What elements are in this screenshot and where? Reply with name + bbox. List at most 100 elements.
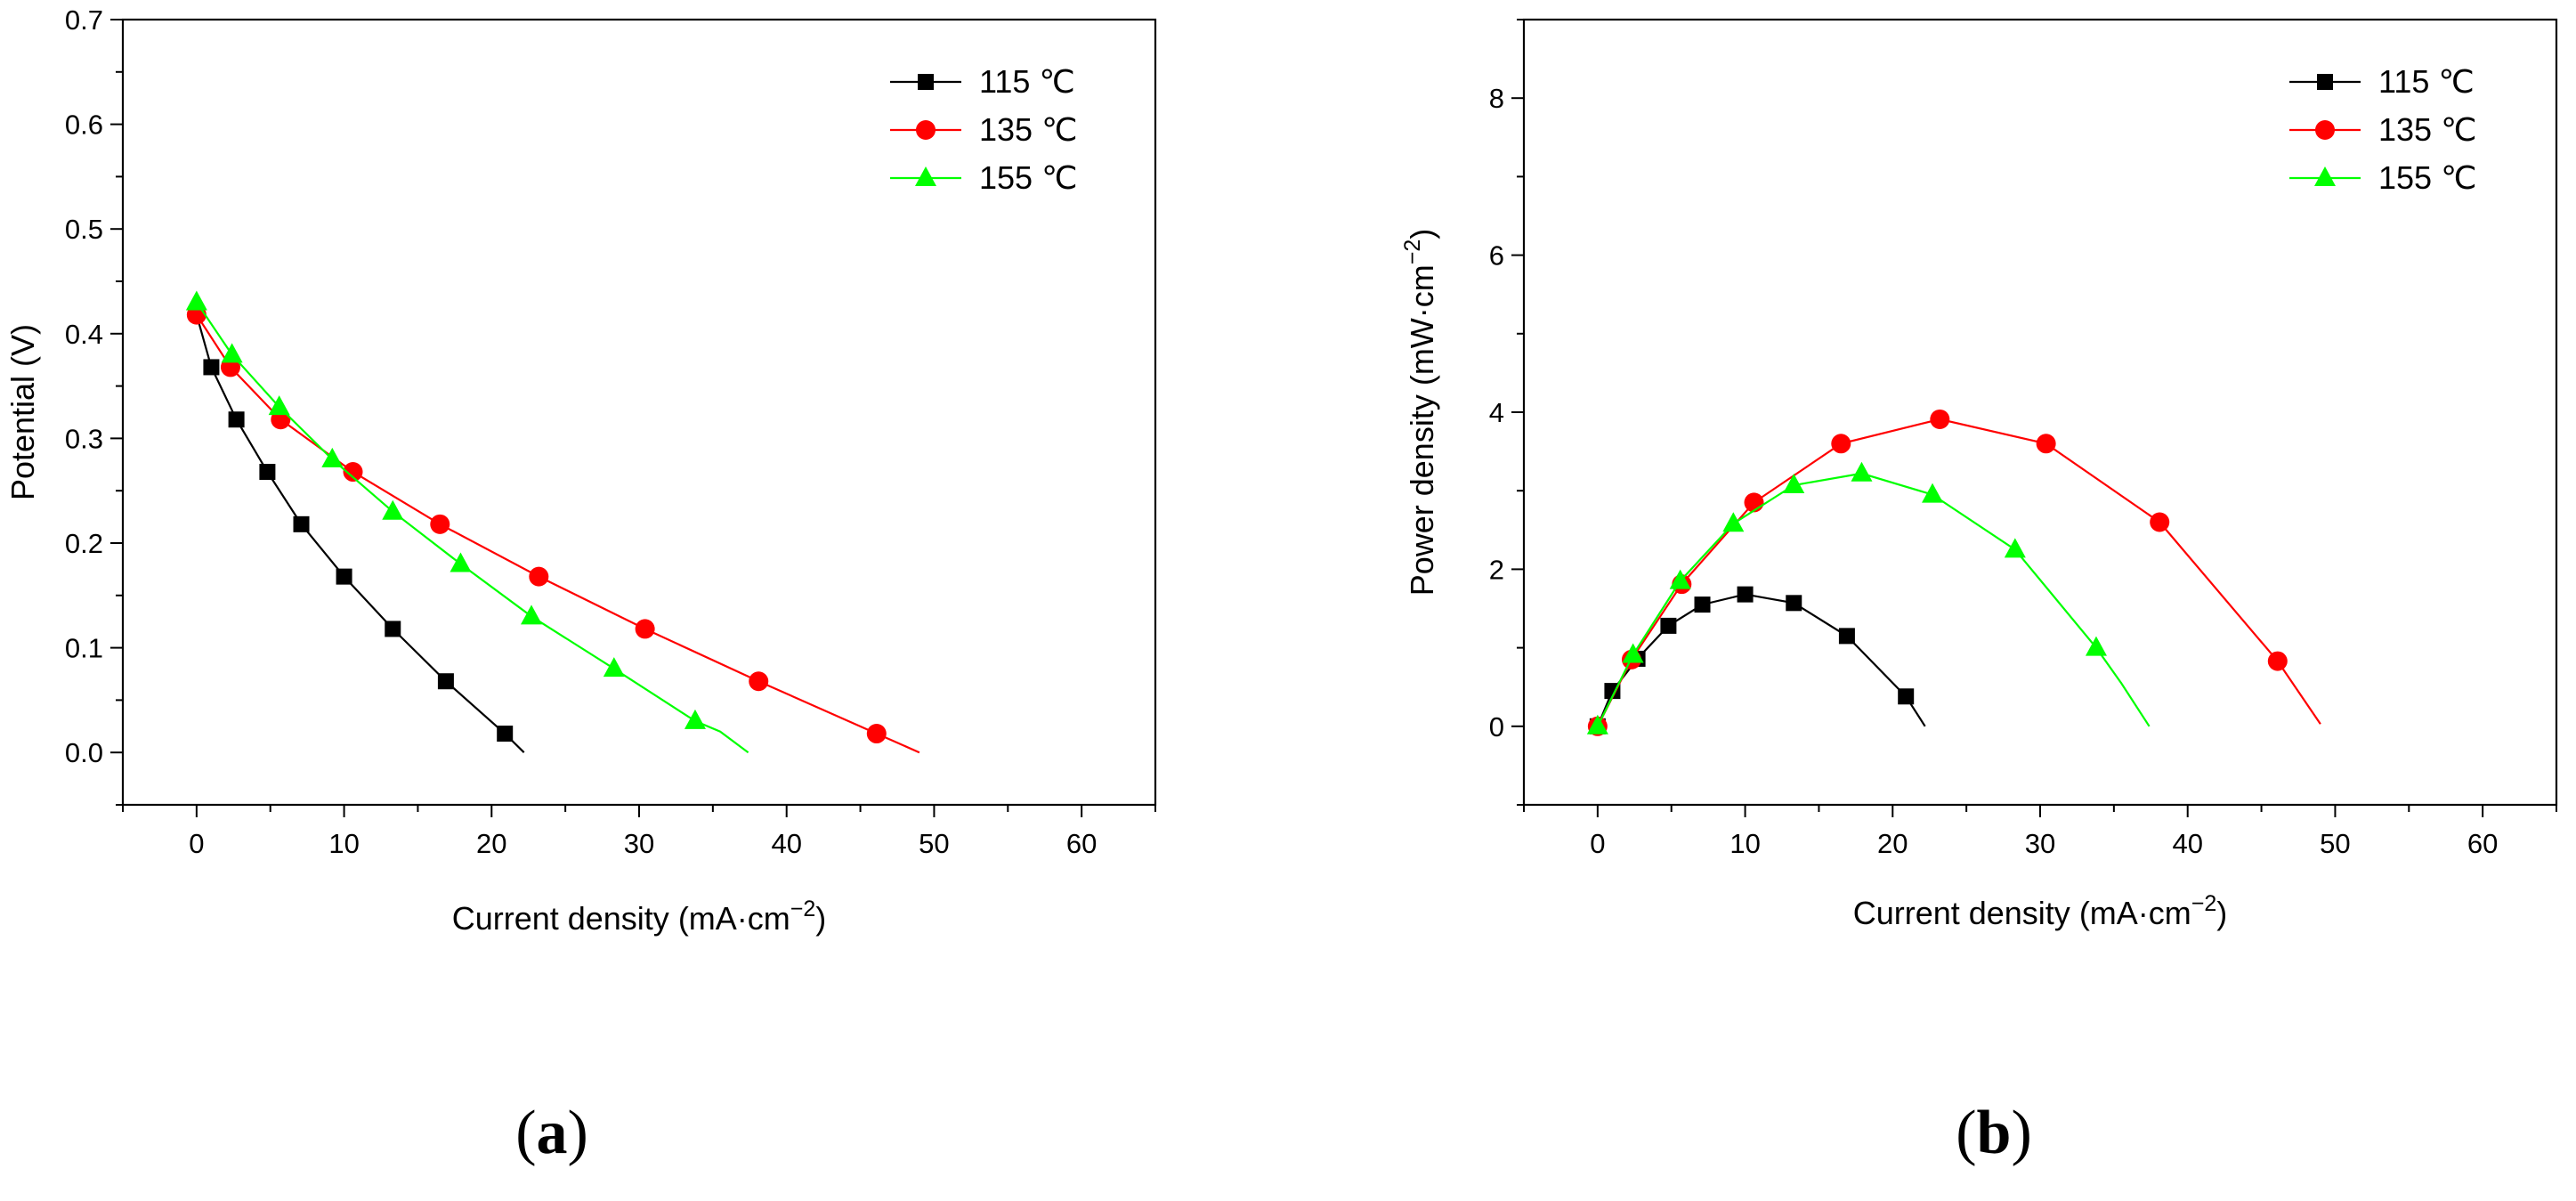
- legend-label: 115 ℃: [2378, 63, 2475, 100]
- y-tick-label: 0.0: [65, 737, 103, 768]
- y-axis-label-main: Potential (V): [4, 324, 41, 500]
- x-tick-label: 20: [476, 828, 506, 859]
- data-point: [2004, 538, 2026, 558]
- data-point: [1898, 688, 1915, 705]
- data-point: [1851, 461, 1873, 482]
- legend-label: 155 ℃: [979, 159, 1078, 196]
- data-point: [343, 462, 363, 483]
- y-axis-label: Power density (mW·cm−2): [1400, 229, 1440, 596]
- panel-label: (b): [1956, 1099, 2032, 1167]
- x-axis-label-sup: −2: [2191, 891, 2217, 916]
- y-tick-label: 0.4: [65, 319, 103, 350]
- y-tick-label: 0: [1489, 711, 1504, 743]
- panel-label-paren: ): [568, 1099, 588, 1167]
- x-axis-label-end: ): [815, 900, 826, 937]
- data-point: [1737, 586, 1754, 603]
- data-point: [228, 411, 245, 428]
- series-line: [1596, 593, 1926, 727]
- data-point: [866, 724, 887, 744]
- data-point: [635, 619, 655, 639]
- x-tick-label: 60: [1066, 828, 1097, 859]
- legend: 115 ℃ 135 ℃ 155 ℃: [2289, 63, 2477, 196]
- legend-marker: [915, 166, 936, 186]
- x-tick-label: 50: [919, 828, 949, 859]
- series-1: [186, 304, 920, 754]
- legend-label: 135 ℃: [979, 111, 1078, 148]
- y-tick-label: 0.1: [65, 633, 103, 664]
- data-point: [1786, 595, 1802, 612]
- y-tick-label: 2: [1489, 554, 1504, 585]
- x-tick-label: 60: [2467, 828, 2498, 859]
- data-point: [529, 566, 549, 587]
- data-point: [1586, 714, 1608, 734]
- y-tick-label: 0.7: [65, 4, 103, 36]
- panel-label: (a): [515, 1099, 588, 1167]
- panel-label-paren: (: [515, 1099, 536, 1167]
- series-line: [195, 314, 525, 753]
- legend-marker: [2314, 166, 2336, 186]
- data-point: [268, 395, 290, 416]
- x-tick-label: 10: [1729, 828, 1760, 859]
- data-point: [1922, 483, 1944, 503]
- data-point: [1783, 474, 1805, 494]
- y-tick-label: 0.6: [65, 110, 103, 141]
- chart-panel-b: 0 10 20 30 40 50 60 0 2 4 6 8 Current density (mA·cm…: [1400, 18, 2558, 1167]
- data-point: [221, 343, 243, 363]
- y-tick-label: 4: [1489, 397, 1504, 428]
- data-point: [1622, 643, 1644, 663]
- y-axis-label-end: ): [1404, 229, 1440, 239]
- data-point: [203, 359, 220, 376]
- data-point: [336, 568, 352, 585]
- panel-label-letter: b: [1977, 1099, 2012, 1167]
- legend-label: 135 ℃: [2378, 111, 2477, 148]
- data-point: [2085, 636, 2107, 656]
- data-point: [2150, 512, 2170, 532]
- data-point: [430, 514, 450, 534]
- x-axis-label-main: Current density (mA·cm: [1853, 895, 2191, 931]
- data-point: [1930, 409, 1950, 429]
- data-point: [437, 673, 454, 690]
- legend-marker: [918, 74, 934, 90]
- data-point: [1669, 569, 1691, 589]
- panel-label-paren: ): [2011, 1099, 2031, 1167]
- data-point: [293, 515, 310, 532]
- legend-marker: [2315, 120, 2335, 140]
- legend: 115 ℃ 135 ℃ 155 ℃: [890, 63, 1078, 196]
- data-point: [1831, 434, 1851, 454]
- y-axis-label: Potential (V): [4, 324, 41, 500]
- legend-label: 155 ℃: [2378, 159, 2477, 196]
- y-axis-label-main: Power density (mW·cm: [1404, 264, 1440, 596]
- x-axis-label-main: Current density (mA·cm: [452, 900, 790, 937]
- data-point: [385, 621, 401, 637]
- data-point: [2267, 651, 2288, 671]
- data-point: [1722, 512, 1745, 532]
- x-tick-label: 20: [1877, 828, 1908, 859]
- legend-label: 115 ℃: [979, 63, 1075, 100]
- x-tick-label: 40: [771, 828, 801, 859]
- panel-label-paren: (: [1956, 1099, 1976, 1167]
- series-2: [1586, 461, 2151, 734]
- x-axis-label-end: ): [2216, 895, 2227, 931]
- x-tick-label: 10: [328, 828, 359, 859]
- panel-label-letter: a: [537, 1099, 568, 1167]
- data-point: [185, 290, 207, 311]
- x-axis-label-sup: −2: [790, 897, 816, 921]
- x-tick-label: 30: [2025, 828, 2055, 859]
- data-point: [1838, 628, 1855, 645]
- data-point: [749, 671, 769, 692]
- data-point: [521, 605, 543, 625]
- x-tick-label: 0: [1590, 828, 1605, 859]
- data-point: [684, 709, 706, 729]
- x-tick-label: 50: [2320, 828, 2350, 859]
- x-tick-label: 0: [189, 828, 204, 859]
- x-tick-label: 30: [624, 828, 654, 859]
- x-axis-label: Current density (mA·cm−2): [1853, 891, 2228, 931]
- data-point: [382, 499, 404, 520]
- series-line: [195, 314, 920, 754]
- series-line: [195, 301, 749, 754]
- data-point: [1660, 617, 1677, 634]
- data-point: [1694, 596, 1711, 613]
- y-tick-label: 0.2: [65, 528, 103, 559]
- data-point: [603, 657, 625, 678]
